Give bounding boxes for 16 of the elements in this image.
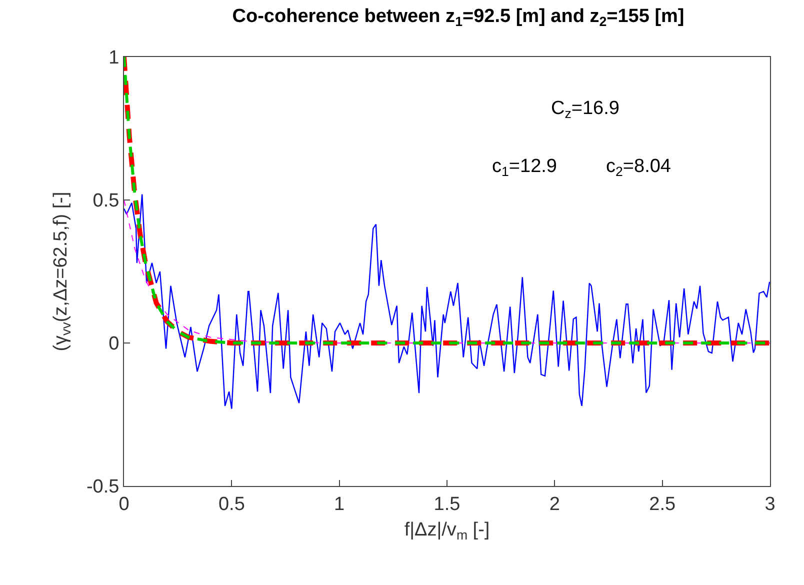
y-tick-label: 1: [108, 48, 120, 69]
x-axis-title: f|Δz|/v$_{m}$ [-]: [404, 520, 490, 543]
x-tick-label: 3: [764, 494, 776, 515]
line-series: [124, 194, 770, 410]
x-tick-label: 2.5: [649, 494, 676, 515]
annotation: C$_{z}$=16.9: [551, 98, 620, 121]
x-tick-label: 1.5: [434, 494, 460, 515]
x-tick-label: 2: [549, 494, 560, 515]
x-tick-label: 1: [334, 494, 345, 515]
y-tick-label: 0.5: [92, 190, 120, 212]
y-tick-label: 0: [108, 334, 120, 355]
annotation: c$_{2}$=8.04: [606, 156, 672, 179]
chart-title: Co-coherence between z$_{1}$=92.5 [m] and z$_{2}$=155 [m]: [232, 6, 684, 30]
y-tick-label: -0.5: [86, 476, 120, 498]
annotation: c$_{1}$=12.9: [492, 156, 557, 179]
x-tick-label: 0.5: [218, 494, 245, 515]
